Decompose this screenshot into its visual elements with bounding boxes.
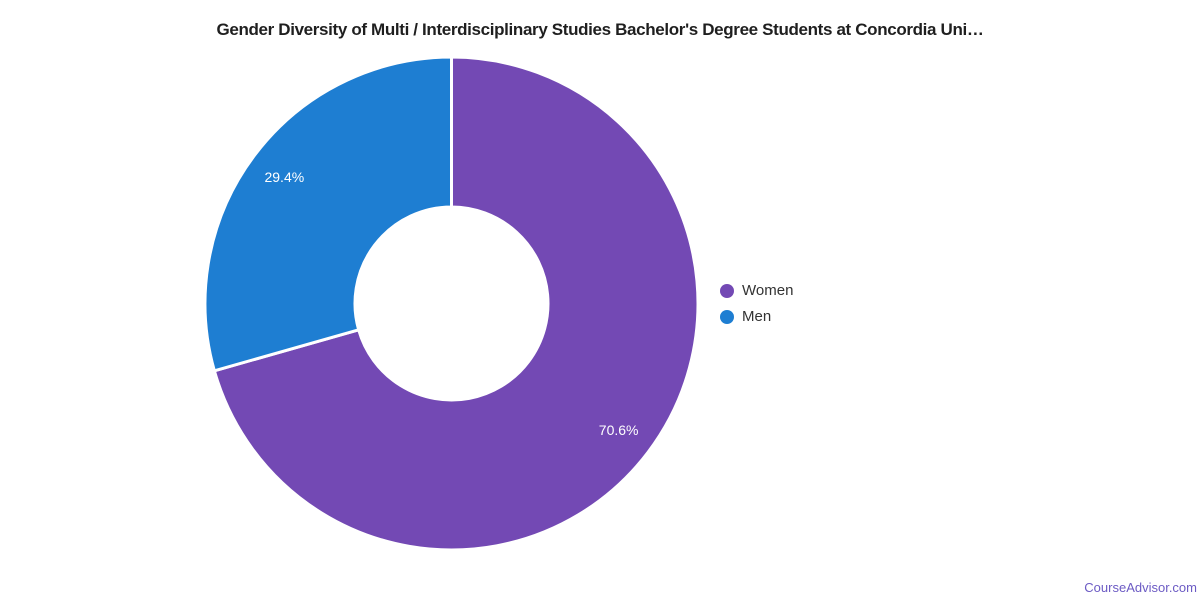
chart-title: Gender Diversity of Multi / Interdiscipl… [216, 20, 984, 39]
pie-slice-men[interactable] [203, 55, 453, 373]
legend-marker-women-icon [720, 283, 734, 298]
legend-label-women: Women [742, 282, 794, 299]
watermark-courseadvisor: CourseAdvisor.com [1084, 580, 1197, 595]
legend-item-men[interactable]: Men [720, 308, 793, 325]
pie-slice-women[interactable] [212, 55, 700, 552]
legend-marker-men-icon [720, 309, 734, 324]
legend: Women Men [720, 282, 793, 325]
donut-slices-group [203, 55, 700, 552]
legend-item-women[interactable]: Women [720, 282, 793, 299]
legend-label-men: Men [742, 308, 772, 325]
